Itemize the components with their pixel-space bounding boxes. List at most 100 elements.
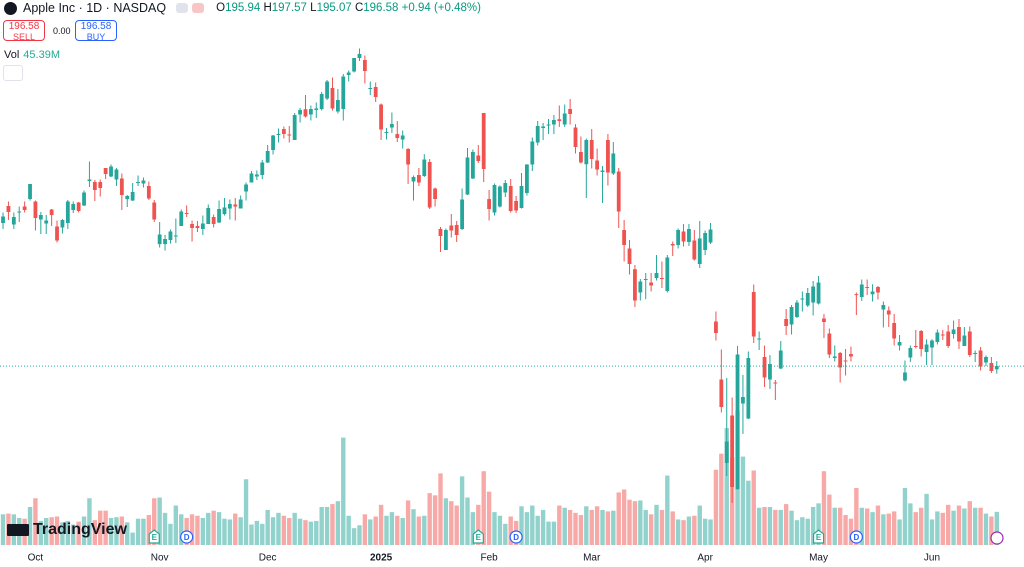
candle-body — [498, 186, 502, 207]
volume-bar — [443, 498, 449, 545]
candle-body — [584, 140, 589, 165]
volume-bar — [638, 500, 643, 545]
icon[interactable] — [176, 3, 189, 13]
volume-bar — [540, 509, 546, 545]
candle-body — [994, 366, 999, 370]
candle-body — [827, 333, 832, 355]
volume-bar — [265, 509, 270, 545]
candle-body — [44, 220, 49, 224]
collapse-button[interactable] — [3, 65, 23, 81]
candle-body — [676, 230, 681, 245]
volume-bar — [519, 506, 524, 545]
volume-bar — [562, 507, 567, 545]
volume-bar — [648, 514, 654, 545]
volume-bar — [216, 512, 222, 545]
volume-bar — [573, 512, 578, 545]
candle-body — [795, 302, 799, 317]
volume-bar — [281, 515, 287, 545]
candle-body — [984, 357, 988, 363]
candle-body — [87, 179, 92, 181]
event-icon — [509, 530, 523, 544]
x-tick-label: Dec — [259, 553, 277, 564]
candle-body — [627, 248, 632, 264]
volume-bar — [60, 522, 65, 545]
volume-bar — [330, 504, 335, 545]
volume-bar — [670, 511, 675, 545]
volume-bar — [659, 509, 665, 545]
volume-bar — [859, 507, 864, 545]
candle-body — [649, 282, 654, 286]
volume-bar — [454, 505, 459, 545]
candle-body — [714, 321, 718, 333]
candle-body — [179, 211, 184, 226]
candle-body — [978, 350, 983, 367]
volume-bar — [287, 517, 292, 545]
candle-body — [751, 292, 756, 337]
volume-bar — [983, 513, 989, 545]
ohlc: O195.94 H197.57 L195.07 C196.58 +0.94 (+… — [216, 2, 481, 14]
label: SELL — [12, 32, 36, 42]
volume-bar — [314, 520, 319, 545]
candle-body — [832, 356, 837, 358]
candle-body — [335, 100, 340, 112]
candle-body — [11, 217, 16, 225]
value: 45.39M — [23, 49, 60, 61]
volume-bar — [319, 507, 324, 545]
candle-body — [6, 206, 11, 212]
candle-body — [362, 60, 367, 71]
x-tick-label: Mar — [583, 553, 601, 564]
candle-body — [778, 350, 783, 369]
volume-bar — [605, 511, 611, 545]
value: 195.07 — [316, 2, 352, 14]
candle-body — [665, 257, 670, 291]
candle-body — [200, 223, 205, 229]
volume-bar — [567, 509, 573, 545]
candle-body — [319, 94, 324, 110]
volume-bar — [87, 498, 92, 545]
symbol-logo — [4, 1, 17, 15]
candle-body — [741, 397, 745, 404]
volume-bar — [697, 505, 702, 545]
volume-bar — [643, 509, 648, 545]
candle-body — [114, 169, 119, 180]
volume-bar — [427, 493, 432, 545]
candle-body — [530, 141, 535, 165]
candle-body — [579, 152, 583, 163]
change: +0.94 (+0.48%) — [401, 2, 481, 14]
volume-bar — [821, 471, 827, 545]
candle-body — [616, 171, 621, 212]
volume-bar — [503, 523, 508, 545]
volume-bar — [773, 509, 778, 545]
candle-body — [773, 382, 778, 384]
candle-body — [919, 331, 924, 349]
sell-button[interactable]: 196.58 SELL — [3, 20, 45, 42]
candle-body — [433, 188, 437, 199]
candle-body — [227, 204, 232, 209]
volume-bar — [276, 512, 281, 545]
candle-body — [76, 202, 81, 211]
volume-bar — [92, 520, 98, 545]
candle-body — [254, 174, 259, 177]
symbol-title[interactable]: Apple Inc · 1D · NASDAQ — [23, 1, 167, 15]
candle-body — [724, 441, 729, 463]
event-label: E — [152, 533, 158, 542]
volume-bar — [589, 509, 594, 545]
buy-button[interactable]: 196.58 BUY — [75, 20, 117, 42]
candle-body — [217, 209, 221, 223]
candle-body — [622, 230, 627, 245]
event-icon — [472, 529, 484, 544]
label: O — [216, 2, 226, 14]
volume-bar — [740, 456, 746, 545]
candle-body — [92, 182, 97, 190]
candle-body — [60, 220, 65, 228]
candle-body — [314, 108, 319, 110]
icon[interactable] — [192, 3, 205, 13]
candle-body — [265, 151, 270, 163]
event-label: D — [513, 533, 519, 542]
candle-body — [805, 293, 810, 306]
candle-body — [195, 226, 200, 228]
volume-legend: Vol 45.39M — [4, 49, 60, 61]
volume-bar — [989, 516, 994, 545]
volume-bar — [870, 512, 875, 545]
